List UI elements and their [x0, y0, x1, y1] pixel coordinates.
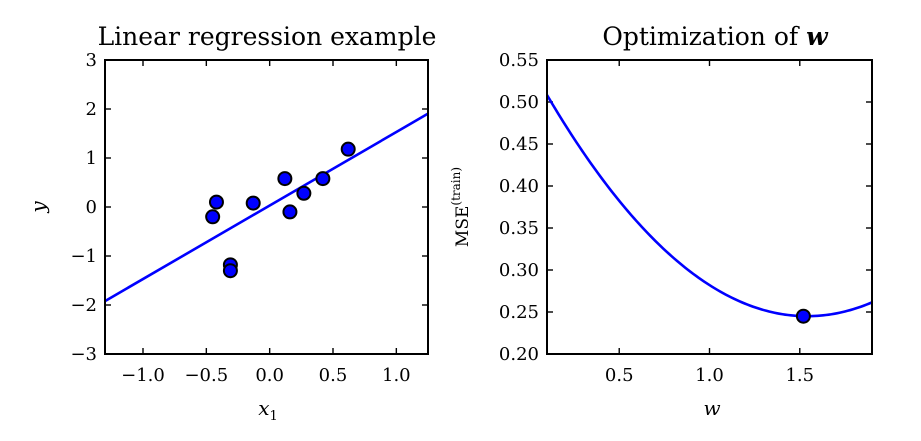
- right-ytick-label: 0.50: [499, 92, 539, 113]
- left-xtick-label: −0.5: [184, 365, 228, 386]
- left-data-point: [315, 171, 331, 187]
- right-chart-title: Optimization of w: [602, 22, 829, 51]
- right-title-symbol: w: [806, 22, 829, 51]
- left-data-point: [205, 209, 221, 225]
- right-ylabel-main: MSE: [453, 206, 473, 247]
- left-data-point: [282, 204, 298, 220]
- right-plot-frame: [546, 59, 873, 355]
- left-ylabel: y: [26, 201, 50, 214]
- left-ytick-label: −3: [70, 344, 97, 365]
- left-data-point: [340, 141, 356, 157]
- right-ytick-label: 0.55: [499, 50, 539, 71]
- left-ytick-label: −2: [70, 295, 97, 316]
- right-ytick-label: 0.40: [499, 176, 539, 197]
- left-xtick-label: −1.0: [121, 365, 165, 386]
- right-xtick-label: 1.0: [695, 365, 724, 386]
- left-data-point: [222, 263, 238, 279]
- right-ylabel-sup: (train): [449, 167, 463, 206]
- left-xlabel: x1: [258, 396, 278, 424]
- left-xtick-label: 0.0: [255, 365, 284, 386]
- left-chart-title: Linear regression example: [98, 22, 437, 51]
- right-xlabel: w: [703, 396, 720, 420]
- left-xtick-label: 0.5: [319, 365, 348, 386]
- right-mse-curve: [547, 94, 872, 318]
- left-xlabel-main: x: [258, 396, 269, 420]
- right-ytick-label: 0.20: [499, 344, 539, 365]
- left-ytick-label: 3: [86, 50, 97, 71]
- right-ytick-label: 0.35: [499, 218, 539, 239]
- right-xtick-label: 0.5: [605, 365, 634, 386]
- right-ytick-label: 0.25: [499, 302, 539, 323]
- right-ytick-label: 0.30: [499, 260, 539, 281]
- left-xlabel-subscript: 1: [270, 409, 278, 424]
- left-ytick-label: −1: [70, 246, 97, 267]
- left-ytick-label: 2: [86, 99, 97, 120]
- left-data-point: [277, 171, 293, 187]
- left-ytick-label: 0: [86, 197, 97, 218]
- left-data-point: [245, 195, 261, 211]
- left-ytick-label: 1: [86, 148, 97, 169]
- left-fit-line: [105, 112, 428, 303]
- right-optimum-point: [795, 308, 811, 324]
- panel-right: Optimization of w 0.5 1.0 1.5 0.20 0.25 0.30 0…: [449, 22, 873, 420]
- right-xtick-label: 1.5: [785, 365, 814, 386]
- left-data-point: [208, 194, 224, 210]
- panel-left: Linear regression example −1.0 −0.5 0.0 0.5…: [26, 22, 436, 424]
- left-plot-frame: [104, 59, 429, 355]
- right-ytick-label: 0.45: [499, 134, 539, 155]
- left-xtick-label: 1.0: [382, 365, 411, 386]
- left-data-point: [296, 185, 312, 201]
- right-ylabel: MSE(train): [449, 167, 473, 247]
- right-title-text: Optimization of: [602, 22, 806, 51]
